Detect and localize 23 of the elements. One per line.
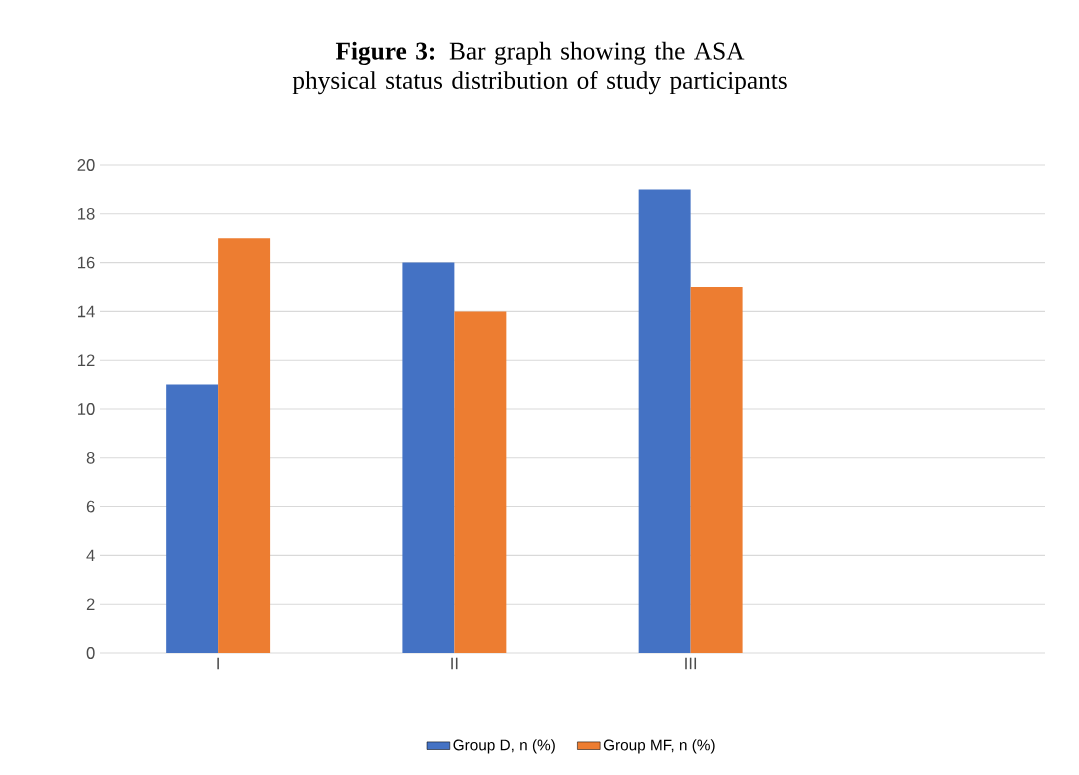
bar (638, 189, 691, 653)
chart-title: Figure 3: Bar graph showing the ASA physical status distribution of study participants (292, 41, 787, 95)
bar (166, 384, 219, 653)
x-tick-label: I (217, 657, 219, 670)
bar (218, 238, 271, 653)
y-tick-label: 0 (86, 647, 95, 659)
x-tick-label: III (685, 657, 697, 670)
bar (454, 311, 507, 653)
y-tick-label: 10 (78, 403, 95, 415)
y-tick-label: 18 (78, 207, 95, 220)
y-tick-label: 16 (78, 256, 95, 269)
y-tick-label: 2 (86, 598, 95, 611)
bar (690, 286, 743, 653)
x-tick-label: II (451, 657, 458, 670)
y-tick-label: 6 (86, 500, 95, 513)
bar (402, 262, 455, 653)
y-tick-label: 12 (78, 354, 95, 367)
legend-label: Group D, n (%) (453, 739, 555, 754)
legend-label: Group MF, n (%) (603, 739, 715, 754)
y-tick-label: 20 (77, 159, 95, 171)
y-tick-label: 14 (78, 305, 95, 318)
y-tick-label: 8 (86, 451, 95, 464)
y-tick-label: 4 (86, 549, 95, 562)
